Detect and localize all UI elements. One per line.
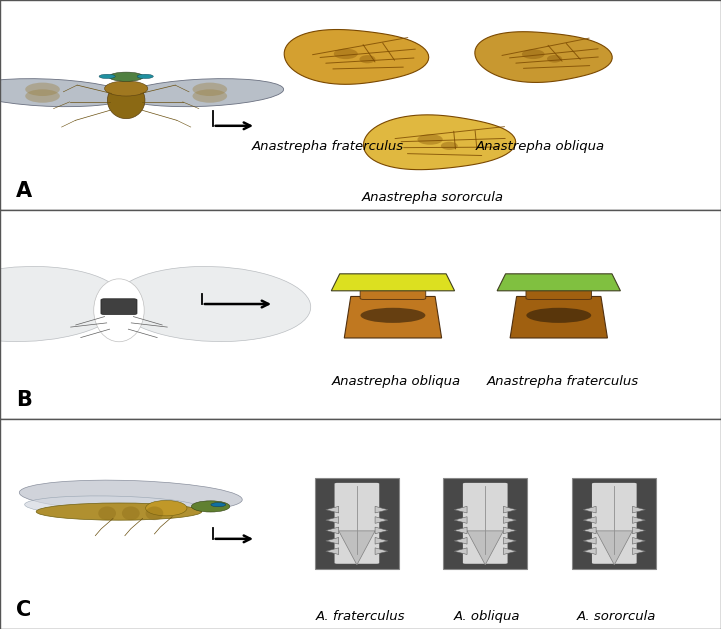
Polygon shape xyxy=(596,531,632,565)
Text: Anastrepha fraterculus: Anastrepha fraterculus xyxy=(252,140,404,153)
Polygon shape xyxy=(632,537,645,544)
Ellipse shape xyxy=(109,72,143,81)
FancyBboxPatch shape xyxy=(526,288,591,299)
Polygon shape xyxy=(503,506,516,513)
Polygon shape xyxy=(454,517,467,523)
Ellipse shape xyxy=(417,134,443,145)
Ellipse shape xyxy=(137,74,154,79)
Polygon shape xyxy=(497,274,621,291)
Polygon shape xyxy=(583,548,596,555)
Text: C: C xyxy=(16,600,31,620)
Ellipse shape xyxy=(122,506,140,520)
Ellipse shape xyxy=(25,82,60,96)
Ellipse shape xyxy=(98,506,116,520)
Text: A: A xyxy=(16,181,32,201)
Polygon shape xyxy=(632,517,645,523)
Text: Anastrepha fraterculus: Anastrepha fraterculus xyxy=(487,375,638,388)
FancyBboxPatch shape xyxy=(572,478,657,569)
Polygon shape xyxy=(510,296,607,338)
Text: A. fraterculus: A. fraterculus xyxy=(316,610,405,623)
Polygon shape xyxy=(583,527,596,533)
Ellipse shape xyxy=(334,48,358,59)
Ellipse shape xyxy=(99,74,115,79)
Ellipse shape xyxy=(107,82,145,119)
Text: B: B xyxy=(16,391,32,411)
Polygon shape xyxy=(326,537,339,544)
Text: Anastrepha obliqua: Anastrepha obliqua xyxy=(332,375,461,388)
Ellipse shape xyxy=(25,89,60,103)
Polygon shape xyxy=(375,548,388,555)
Ellipse shape xyxy=(115,267,311,342)
Polygon shape xyxy=(326,548,339,555)
Polygon shape xyxy=(326,527,339,533)
Polygon shape xyxy=(345,296,441,338)
Polygon shape xyxy=(375,537,388,544)
Ellipse shape xyxy=(547,55,562,63)
Polygon shape xyxy=(632,527,645,533)
Ellipse shape xyxy=(191,501,230,512)
Ellipse shape xyxy=(441,142,458,150)
Ellipse shape xyxy=(0,79,128,107)
Polygon shape xyxy=(583,517,596,523)
Ellipse shape xyxy=(193,82,227,96)
Polygon shape xyxy=(363,115,516,170)
Polygon shape xyxy=(332,274,455,291)
FancyBboxPatch shape xyxy=(335,483,379,564)
Ellipse shape xyxy=(36,503,202,520)
Polygon shape xyxy=(326,517,339,523)
Ellipse shape xyxy=(146,506,163,520)
Text: Anastrepha obliqua: Anastrepha obliqua xyxy=(476,140,606,153)
Polygon shape xyxy=(454,506,467,513)
Polygon shape xyxy=(454,548,467,555)
FancyBboxPatch shape xyxy=(463,483,508,564)
Ellipse shape xyxy=(211,503,226,507)
Polygon shape xyxy=(284,30,429,84)
Text: A. sororcula: A. sororcula xyxy=(577,610,656,623)
Polygon shape xyxy=(632,506,645,513)
FancyBboxPatch shape xyxy=(592,483,637,564)
Polygon shape xyxy=(503,527,516,533)
Polygon shape xyxy=(583,537,596,544)
Text: A. obliqua: A. obliqua xyxy=(454,610,520,623)
FancyBboxPatch shape xyxy=(314,478,399,569)
Ellipse shape xyxy=(0,267,123,342)
Ellipse shape xyxy=(522,49,544,59)
Polygon shape xyxy=(375,517,388,523)
Ellipse shape xyxy=(146,501,187,516)
Polygon shape xyxy=(454,527,467,533)
Ellipse shape xyxy=(360,55,376,64)
FancyBboxPatch shape xyxy=(360,288,425,299)
Ellipse shape xyxy=(25,496,201,517)
Polygon shape xyxy=(375,506,388,513)
FancyBboxPatch shape xyxy=(101,299,137,314)
FancyBboxPatch shape xyxy=(443,478,528,569)
Polygon shape xyxy=(583,506,596,513)
Ellipse shape xyxy=(94,279,144,342)
Polygon shape xyxy=(326,506,339,513)
Ellipse shape xyxy=(193,89,227,103)
Ellipse shape xyxy=(19,480,242,512)
Text: Anastrepha sororcula: Anastrepha sororcula xyxy=(362,191,503,204)
Polygon shape xyxy=(503,517,516,523)
Polygon shape xyxy=(467,531,503,565)
Polygon shape xyxy=(503,548,516,555)
Polygon shape xyxy=(475,31,612,82)
Polygon shape xyxy=(454,537,467,544)
Ellipse shape xyxy=(105,81,148,96)
Ellipse shape xyxy=(125,79,283,107)
Polygon shape xyxy=(375,527,388,533)
Ellipse shape xyxy=(526,308,591,323)
Polygon shape xyxy=(339,531,375,565)
Polygon shape xyxy=(632,548,645,555)
Polygon shape xyxy=(503,537,516,544)
Ellipse shape xyxy=(360,308,425,323)
